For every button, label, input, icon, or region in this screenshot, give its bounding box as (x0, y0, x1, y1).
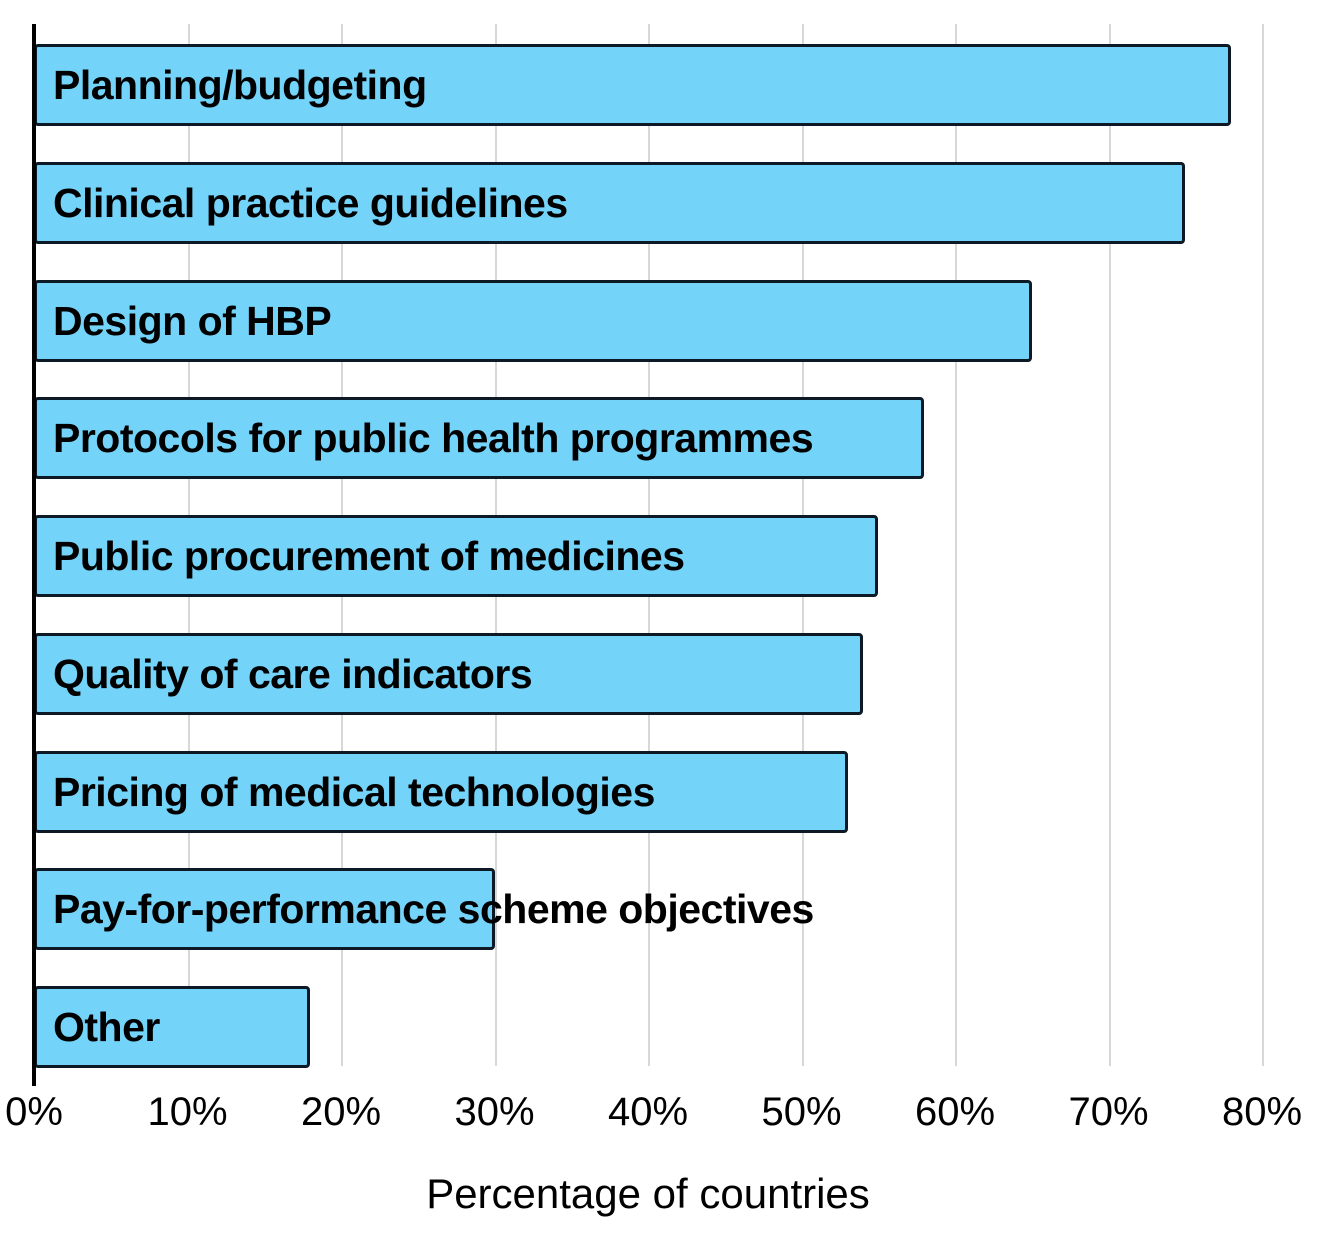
x-tick-label: 0% (5, 1090, 63, 1134)
bar (34, 397, 925, 480)
x-tick-label: 60% (914, 1090, 996, 1134)
bar-label: Planning/budgeting (53, 62, 427, 108)
x-axis-title: Percentage of countries (426, 1170, 870, 1217)
x-tick-label: 10% (147, 1090, 228, 1134)
bar (34, 868, 495, 951)
bar (34, 632, 863, 715)
bar (34, 161, 1186, 244)
bar-label: Quality of care indicators (53, 650, 533, 697)
bar-label: Pay-for-performance scheme objectives (53, 886, 814, 933)
bar-label: Design of HBP (53, 297, 332, 344)
bar (34, 515, 879, 597)
bar (34, 750, 848, 833)
x-axis: 0% 10% 20% 30% 40% 50% 60% 70% 80% (5, 1090, 1302, 1140)
x-tick-label: 40% (607, 1090, 689, 1134)
gridline (955, 24, 957, 1066)
x-tick-label: 20% (300, 1090, 382, 1134)
gridline (1262, 24, 1264, 1066)
bar-label: Public procurement of medicines (53, 533, 685, 579)
x-tick-label: 70% (1068, 1090, 1149, 1134)
x-tick-label: 30% (454, 1090, 535, 1134)
bar-label: Other (53, 1004, 160, 1050)
bar (34, 44, 1232, 126)
bar-label: Protocols for public health programmes (53, 415, 814, 462)
plot-area: Planning/budgeting Clinical practice guid… (32, 24, 1264, 1086)
y-axis-line (32, 24, 36, 1086)
x-tick-label: 80% (1221, 1090, 1303, 1134)
bar-label: Clinical practice guidelines (53, 179, 568, 226)
bar (34, 986, 311, 1068)
x-tick-label: 50% (761, 1090, 842, 1134)
bar-label: Pricing of medical technologies (53, 768, 655, 815)
bar (34, 279, 1032, 362)
gridline (1108, 24, 1111, 1066)
